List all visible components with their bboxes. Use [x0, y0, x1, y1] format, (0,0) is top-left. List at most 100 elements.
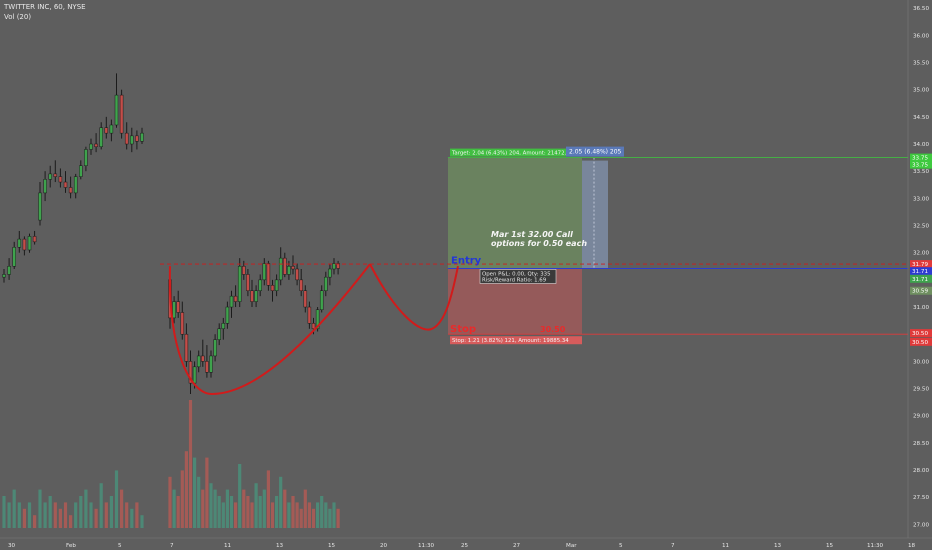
- volume-bar: [303, 489, 307, 528]
- candle-body: [94, 143, 98, 147]
- volume-bar: [246, 496, 250, 528]
- candle-body: [32, 236, 37, 243]
- candle-body: [7, 266, 11, 275]
- volume-bar: [22, 508, 26, 528]
- volume-bar: [109, 496, 113, 528]
- candle-body: [278, 257, 283, 281]
- handle-curve: [369, 263, 459, 331]
- time-tick-label: 5: [118, 543, 122, 549]
- candle-body: [221, 323, 226, 330]
- volume-bar: [254, 483, 258, 528]
- price-tick-label: 34.50: [913, 115, 929, 121]
- volume-bar: [114, 470, 119, 528]
- price-flag-text: 31.79: [912, 262, 928, 268]
- candle-body: [188, 361, 193, 384]
- time-tick-label: Feb: [66, 543, 76, 549]
- candle-body: [27, 236, 32, 251]
- volume-bar: [168, 476, 172, 528]
- volume-bar: [53, 502, 57, 528]
- volume-bar: [221, 502, 225, 528]
- candle-body: [209, 355, 213, 373]
- volume-bar: [43, 502, 47, 528]
- candle-body: [184, 333, 189, 362]
- candle-body: [48, 173, 52, 180]
- entry-label: Entry: [451, 255, 482, 266]
- volume-bar: [299, 508, 303, 528]
- time-tick-label: 13: [774, 543, 782, 549]
- price-tick-label: 34.00: [913, 142, 929, 148]
- time-tick-label: 18: [908, 543, 916, 549]
- price-tick-label: 36.50: [913, 6, 929, 12]
- volume-bar: [135, 502, 139, 528]
- price-tick-label: 27.50: [913, 495, 929, 501]
- price-flag: [910, 160, 932, 169]
- volume-bar: [74, 502, 78, 528]
- volume-indicator-label: Vol (20): [4, 13, 32, 21]
- candle-body: [303, 290, 308, 308]
- volume-bar: [234, 502, 238, 528]
- volume-bar: [291, 496, 295, 528]
- candle-body: [43, 179, 47, 194]
- candle-body: [217, 328, 221, 340]
- time-tick-label: 25: [461, 543, 469, 549]
- target-hover-box: [582, 160, 608, 269]
- volume-bar: [48, 496, 52, 528]
- candle-body: [266, 263, 271, 286]
- price-tick-label: 32.50: [913, 224, 929, 230]
- candle-body: [328, 268, 332, 278]
- risk-reward-text: Risk/Reward Ratio: 1.69: [482, 277, 547, 283]
- price-flag: [910, 329, 932, 338]
- time-tick-label: 11: [224, 543, 232, 549]
- volume-bar: [213, 489, 217, 528]
- price-flag: [910, 153, 932, 162]
- candle-body: [119, 94, 124, 134]
- volume-bar: [197, 476, 201, 528]
- position-lines: [160, 157, 908, 335]
- candle-body: [22, 238, 27, 251]
- volume-bar: [270, 502, 275, 528]
- candle-body: [172, 301, 176, 319]
- price-flag: [910, 267, 932, 276]
- volume-bar: [279, 476, 283, 528]
- candle-body: [229, 295, 234, 308]
- volume-bar: [2, 496, 6, 528]
- price-flag: [910, 286, 932, 295]
- price-tick-label: 35.50: [913, 60, 929, 66]
- volume-bar: [17, 502, 21, 528]
- candle-body: [176, 301, 180, 313]
- time-tick-label: 15: [826, 543, 834, 549]
- cup-curve: [168, 263, 371, 395]
- candle-body: [332, 263, 336, 270]
- volume-bar: [140, 515, 144, 528]
- volume-bar: [324, 502, 328, 528]
- candle-body: [140, 132, 144, 142]
- cup-and-handle-pattern: [168, 263, 459, 395]
- stop-info-box: [450, 336, 582, 345]
- volume-bar: [320, 496, 324, 528]
- candle-body: [2, 274, 6, 278]
- candle-body: [307, 306, 312, 324]
- price-tick-label: 28.50: [913, 441, 929, 447]
- candle-body: [336, 263, 340, 269]
- candle-body: [274, 279, 279, 291]
- price-tick-label: 32.00: [913, 251, 929, 257]
- volume-bar: [225, 489, 229, 528]
- price-flag-text: 30.59: [912, 289, 928, 295]
- volume-bar: [209, 483, 213, 528]
- candle-body: [233, 295, 238, 302]
- volume-bar: [120, 489, 124, 528]
- pnl-box: [479, 269, 557, 284]
- candle-body: [79, 165, 83, 177]
- candle-body: [73, 176, 78, 194]
- candle-body: [180, 312, 185, 335]
- candle-body: [270, 285, 275, 291]
- annotation-line: Mar 1st 32.00 Call: [491, 230, 573, 239]
- price-flag: [910, 260, 932, 269]
- target-info-text: Target: 2.04 (6.43%) 204, Amount: 21472.…: [451, 151, 573, 157]
- time-tick-label: 7: [170, 543, 174, 549]
- price-tick-label: 30.00: [913, 359, 929, 365]
- volume-bar: [38, 489, 42, 528]
